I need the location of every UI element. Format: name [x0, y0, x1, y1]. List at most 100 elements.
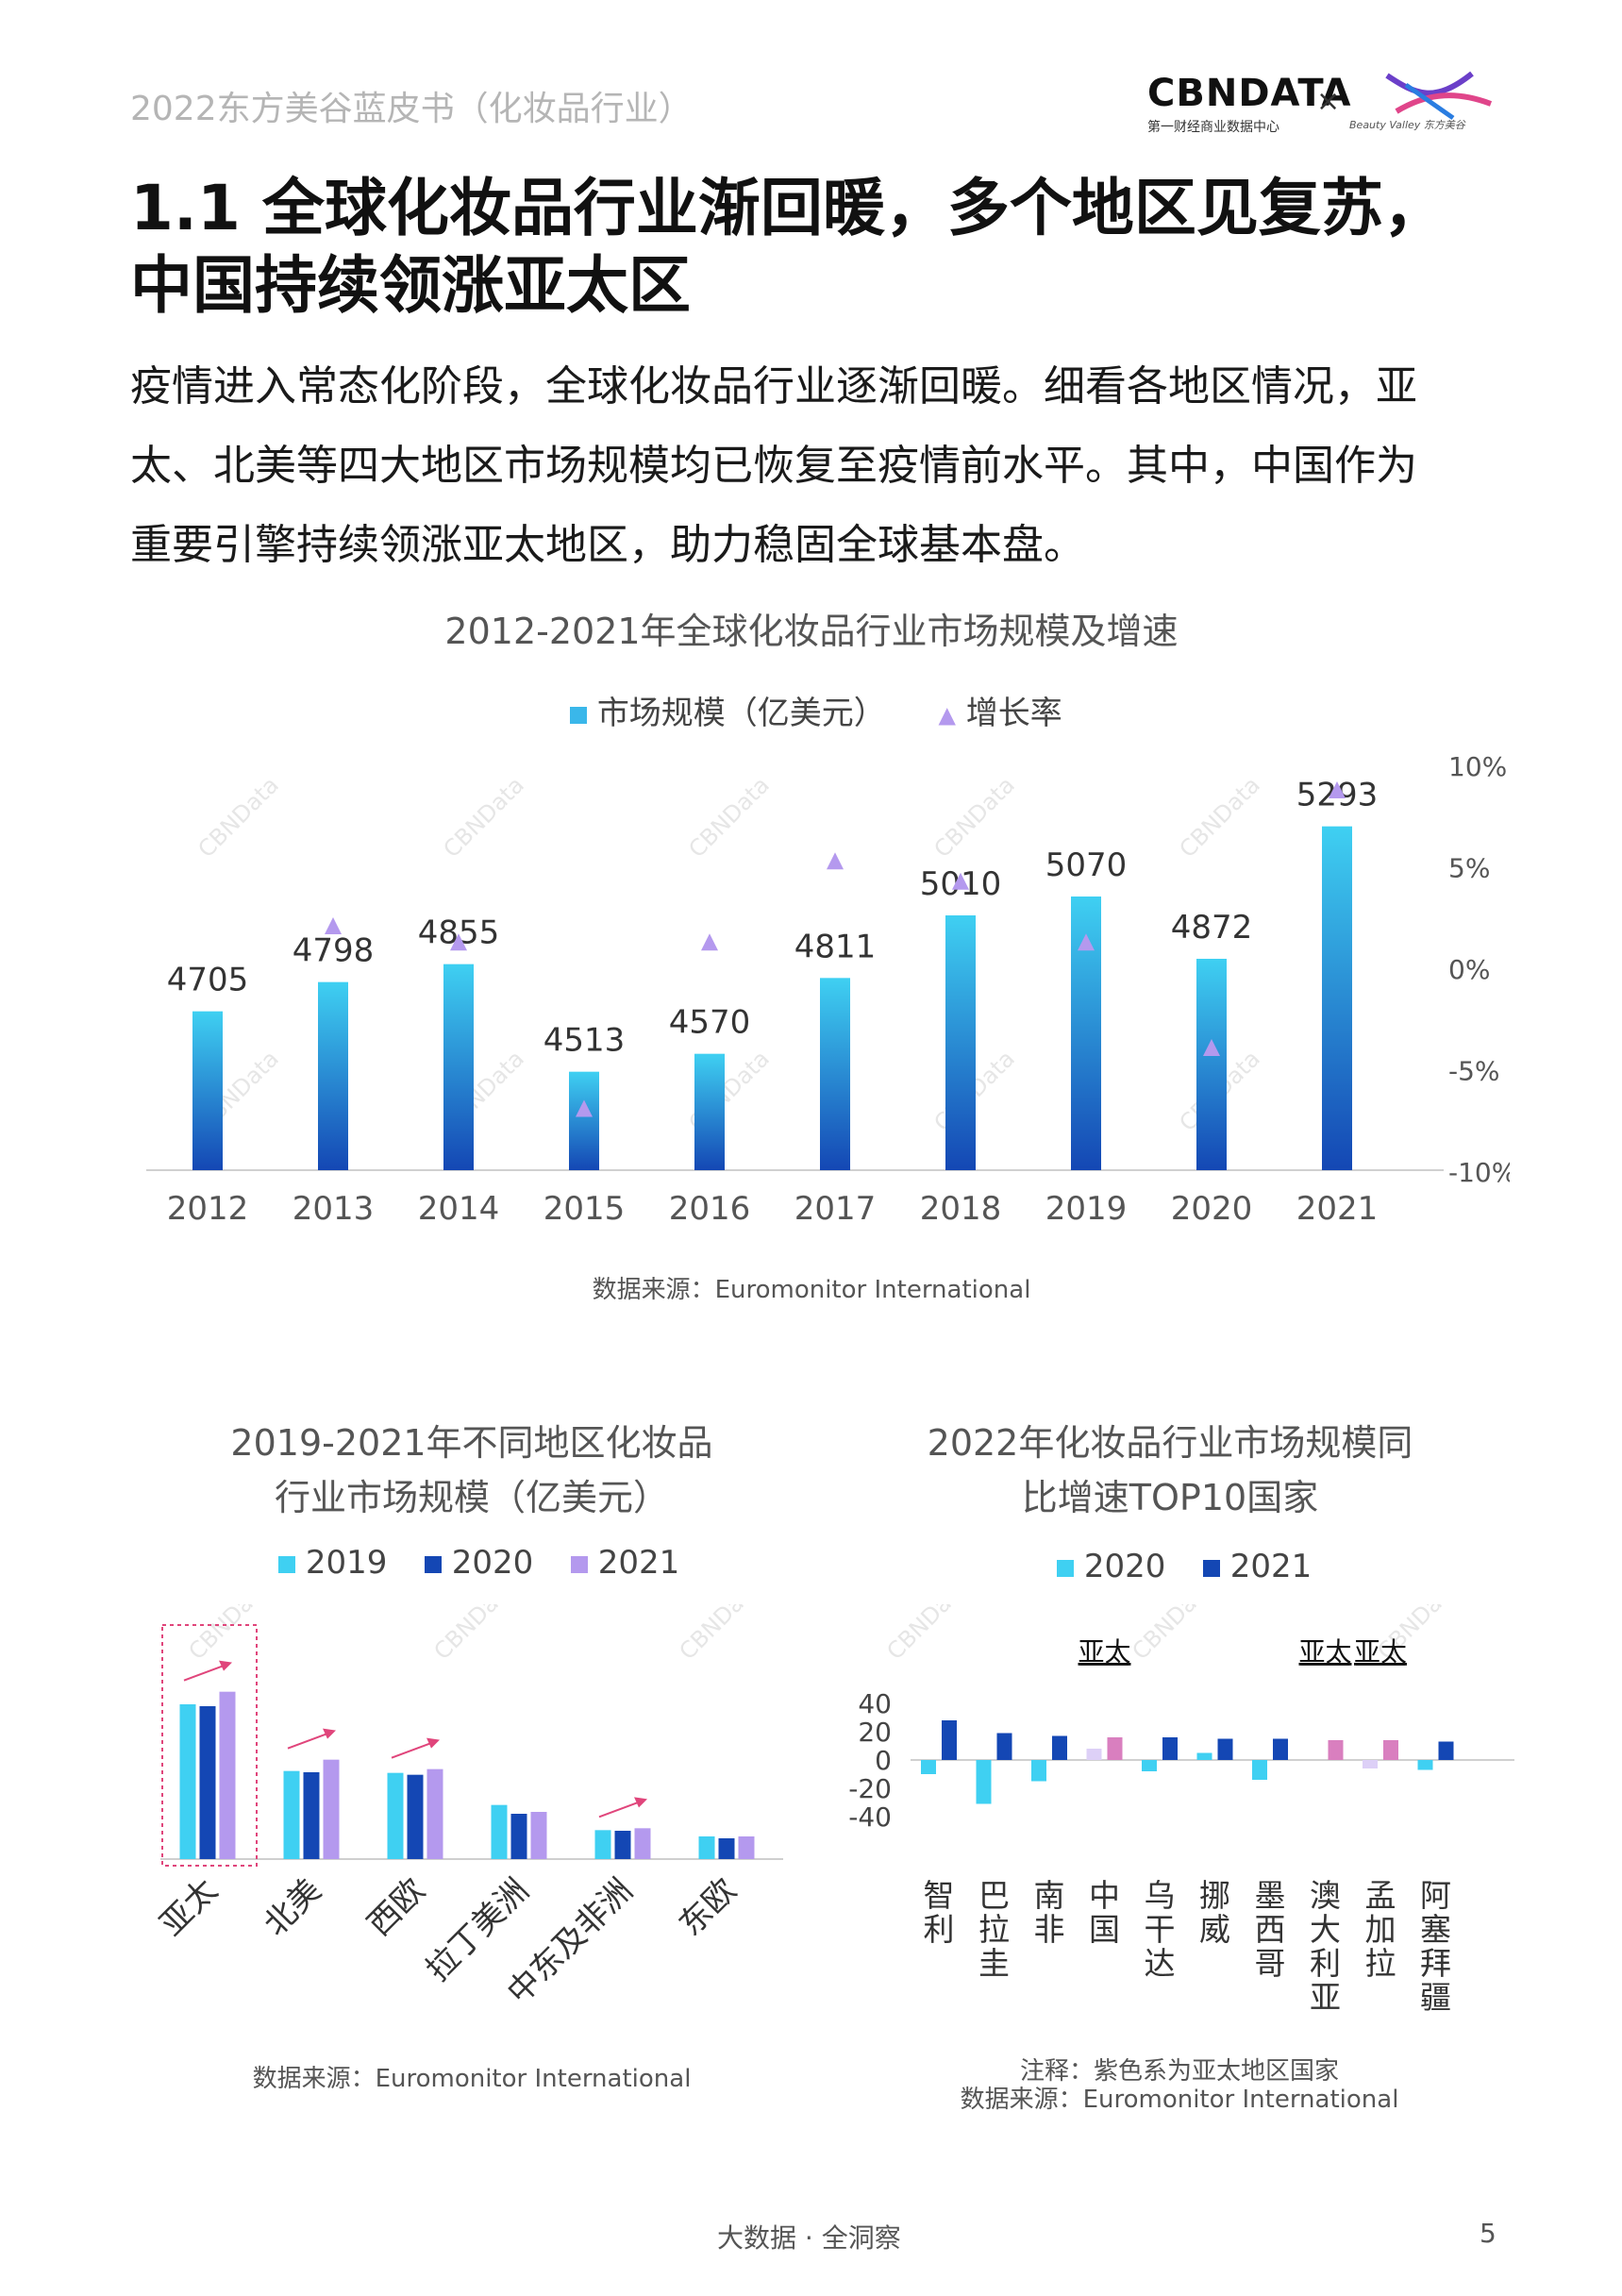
cbndata-logo: CBNDATA: [1147, 72, 1352, 115]
chart3-source: 数据来源：Euromonitor International: [960, 2086, 1399, 2114]
x-tick-label: 北美: [257, 1871, 328, 1943]
bar-region-2021: [738, 1836, 755, 1859]
growth-rate-point: [576, 1099, 593, 1117]
chart3-title-line2: 比增速TOP10国家: [1021, 1477, 1319, 1518]
bar-country-2021: [1162, 1737, 1178, 1760]
x-tick-label-char: 拜: [1420, 1945, 1451, 1982]
bar-region-2020: [407, 1774, 424, 1859]
x-tick-label-char: 塞: [1420, 1911, 1451, 1948]
bar-country-2020: [1196, 1752, 1212, 1760]
bar-region-2019: [491, 1804, 508, 1859]
growth-rate-point: [1078, 933, 1095, 951]
legend-triangle-icon: ▲: [938, 701, 956, 729]
watermark-text: CBNData: [428, 1604, 520, 1665]
legend-label-2020: 2020: [451, 1544, 534, 1582]
growth-rate-point: [450, 933, 467, 951]
section-title: 1.1 全球化妆品行业渐回暖，多个地区见复苏， 中国持续领涨亚太区: [130, 170, 1583, 325]
bar-value-label: 4798: [293, 932, 375, 970]
chart3-title-line1: 2022年化妆品行业市场规模同: [927, 1422, 1413, 1464]
legend-label-size: 市场规模（亿美元）: [596, 695, 886, 732]
x-tick-label-char: 亚: [1310, 1979, 1341, 2016]
x-tick-label: 亚太: [153, 1871, 225, 1943]
bar-country-2021: [1217, 1738, 1233, 1760]
y2-tick-label: -10%: [1448, 1157, 1510, 1188]
chart3-legend: 2020 2021: [1057, 1548, 1312, 1585]
watermark-text: CBNData: [928, 772, 1020, 863]
bar-region-2021: [530, 1812, 547, 1859]
x-tick-label-char: 澳: [1310, 1877, 1341, 1914]
growth-rate-point: [827, 852, 844, 870]
x-tick-label: 东欧: [672, 1871, 744, 1943]
y2-tick-label: 5%: [1448, 853, 1490, 884]
growth-rate-point: [1329, 780, 1346, 798]
bar-country-2020: [1363, 1760, 1378, 1768]
growth-rate-point: [952, 872, 969, 890]
x-tick-label: 2015: [543, 1190, 626, 1228]
trend-arrow: [598, 1801, 641, 1818]
y-tick-label: -20: [848, 1773, 892, 1804]
paragraph-line2: 太、北美等四大地区市场规模均已恢复至疫情前水平。其中，中国作为: [130, 442, 1417, 490]
x-tick-label-char: 中: [1089, 1877, 1120, 1914]
x-tick-label-char: 巴: [978, 1877, 1010, 1914]
trend-arrow-head: [426, 1737, 440, 1749]
trend-arrow-head: [634, 1797, 647, 1808]
x-tick-label: 2014: [418, 1190, 500, 1228]
watermark-text: CBNData: [183, 1604, 275, 1665]
bar-country-2020: [1252, 1760, 1267, 1780]
bar-market-size: [1196, 959, 1227, 1170]
legend-swatch-size: [570, 706, 587, 724]
bar-country-2021: [1383, 1740, 1398, 1760]
trend-arrow-head: [219, 1660, 232, 1671]
legend-swatch-2020: [424, 1555, 442, 1573]
x-tick-label-char: 加: [1365, 1911, 1396, 1948]
x-tick-label-char: 威: [1199, 1911, 1230, 1948]
chart2-title-line1: 2019-2021年不同地区化妆品: [230, 1422, 713, 1464]
x-tick-label-char: 圭: [978, 1945, 1010, 1982]
bar-region-2020: [303, 1772, 320, 1859]
trend-arrow: [391, 1741, 433, 1759]
trend-arrow: [287, 1732, 329, 1750]
section-title-line1: 1.1 全球化妆品行业渐回暖，多个地区见复苏，: [130, 172, 1446, 244]
bar-region-2019: [387, 1772, 404, 1859]
x-tick-label: 2012: [167, 1190, 249, 1228]
bar-region-2021: [426, 1768, 443, 1859]
legend-label-growth: 增长率: [965, 695, 1062, 732]
x-tick-label: 2019: [1045, 1190, 1128, 1228]
x-tick-label: 2021: [1296, 1190, 1379, 1228]
chart1-legend: 市场规模（亿美元） ▲ 增长率: [570, 687, 1062, 733]
bar-country-2020: [1142, 1760, 1157, 1771]
x-tick-label-char: 利: [1310, 1945, 1341, 1982]
x-tick-label-char: 干: [1145, 1911, 1176, 1948]
y-tick-label: 20: [858, 1717, 892, 1748]
cbndata-logo-subtitle: 第一财经商业数据中心: [1147, 120, 1279, 135]
bar-market-size: [443, 964, 474, 1170]
chart2-legend: 2019 2020 2021: [278, 1544, 679, 1582]
trend-arrow: [183, 1664, 226, 1682]
bar-region-2019: [594, 1830, 611, 1859]
watermark-text: CBNData: [674, 1604, 765, 1665]
bar-market-size: [694, 1053, 725, 1170]
y2-tick-label: 0%: [1448, 954, 1490, 985]
chart2-source: 数据来源：Euromonitor International: [252, 2065, 692, 2093]
bar-country-2020: [1086, 1749, 1102, 1760]
bar-market-size: [945, 915, 976, 1170]
chart3-plot: CBNData CBNData CBNData40200-20-40智利巴拉圭南非中…: [848, 1604, 1514, 2016]
x-tick-label-char: 挪: [1199, 1877, 1230, 1914]
bar-region-2019: [179, 1704, 196, 1859]
x-tick-label-char: 乌: [1145, 1877, 1176, 1914]
chart1-plot: CBNData CBNData CBNData CBNData CBNDataCBNDa…: [146, 751, 1510, 1228]
x-tick-label-char: 哥: [1255, 1945, 1286, 1982]
chart3-title: 2022年化妆品行业市场规模同 比增速TOP10国家: [830, 1416, 1510, 1525]
x-tick-label-char: 拉: [978, 1911, 1010, 1948]
page-number: 5: [1480, 2218, 1497, 2249]
x-tick-label-char: 孟: [1365, 1877, 1396, 1914]
x-tick-label-char: 智: [924, 1877, 955, 1914]
x-tick-label-char: 国: [1089, 1911, 1120, 1948]
x-tick-label: 2017: [794, 1190, 877, 1228]
x-tick-label-char: 非: [1034, 1911, 1065, 1948]
x-tick-label: 2016: [669, 1190, 751, 1228]
bar-country-2021: [1273, 1738, 1288, 1760]
x-tick-label-char: 利: [924, 1911, 955, 1948]
bar-country-2020: [976, 1760, 992, 1804]
beauty-valley-logo-text: Beauty Valley 东方美谷: [1349, 119, 1465, 131]
